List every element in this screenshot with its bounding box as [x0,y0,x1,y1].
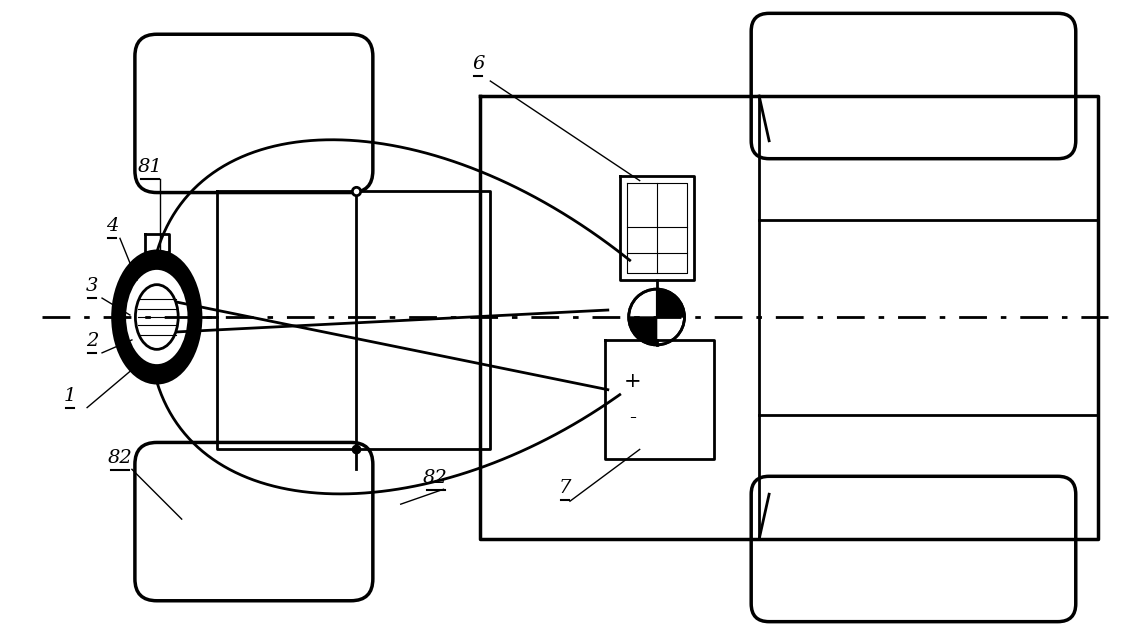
FancyBboxPatch shape [751,13,1075,159]
Text: 1: 1 [63,387,76,404]
Text: 82: 82 [108,450,133,467]
Text: 3: 3 [86,277,99,295]
Circle shape [629,289,684,345]
Text: 6: 6 [472,55,485,73]
Text: 2: 2 [86,332,99,350]
FancyBboxPatch shape [751,476,1075,622]
Ellipse shape [114,252,199,382]
Text: 81: 81 [137,157,162,176]
Text: 7: 7 [559,479,571,497]
FancyBboxPatch shape [135,34,373,192]
FancyBboxPatch shape [135,443,373,601]
Text: 82: 82 [424,469,448,487]
Ellipse shape [125,269,189,366]
Wedge shape [657,289,684,317]
Text: 4: 4 [105,217,118,236]
Wedge shape [629,317,657,345]
Ellipse shape [136,284,178,349]
Text: -: - [629,408,637,427]
Text: +: + [624,372,641,391]
